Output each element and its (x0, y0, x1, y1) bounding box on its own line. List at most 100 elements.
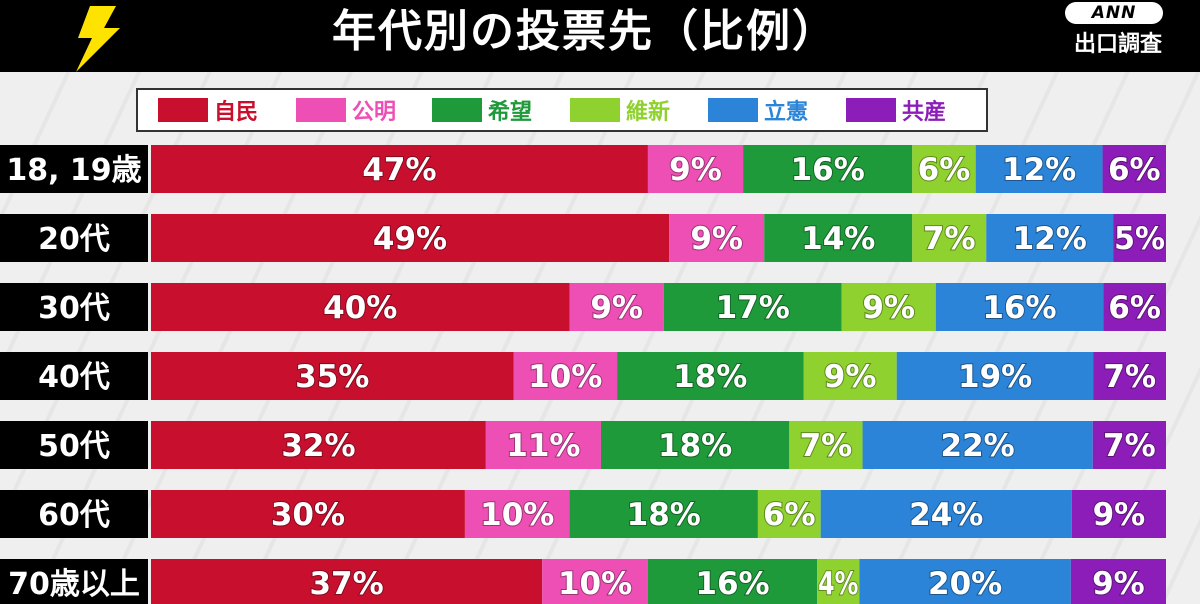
legend-label: 立憲 (764, 100, 809, 125)
data-label: 18% (658, 428, 732, 464)
bar-segment (151, 421, 486, 469)
row-label: 40代 (38, 360, 110, 395)
data-label: 6% (1108, 290, 1161, 326)
row-label-background (0, 214, 148, 262)
bar-segment (151, 559, 543, 604)
bar-segment (647, 559, 818, 604)
bar-segment (151, 490, 465, 538)
bar-segment (485, 421, 601, 469)
data-label: 22% (941, 428, 1015, 464)
title-bar: 年代別の投票先（比例） ANN 出口調査 (0, 0, 1200, 72)
data-label: 9% (590, 290, 643, 326)
legend-swatch (158, 98, 208, 122)
bar-segment (600, 421, 790, 469)
bar-segment (669, 214, 765, 262)
legend-swatch (570, 98, 620, 122)
bar-segment (617, 352, 804, 400)
data-label: 7% (923, 221, 976, 257)
bar-segment (569, 490, 758, 538)
data-label: 9% (669, 152, 722, 188)
bar-segment (1070, 559, 1166, 604)
row-label-background (0, 283, 148, 331)
bar-segment (986, 214, 1114, 262)
bar-segment (1103, 283, 1166, 331)
row-label: 30代 (38, 291, 110, 326)
data-label: 32% (281, 428, 355, 464)
data-label: 9% (1093, 497, 1146, 533)
legend-swatch (296, 98, 346, 122)
data-label: 18% (673, 359, 747, 395)
bar-segment (151, 352, 514, 400)
data-label: 10% (528, 359, 602, 395)
data-label: 9% (1092, 566, 1145, 602)
bar-segment (862, 421, 1093, 469)
bar-segment (464, 490, 570, 538)
chart-title: 年代別の投票先（比例） (332, 6, 838, 57)
bar-segment (542, 559, 648, 604)
data-label: 10% (558, 566, 632, 602)
data-label: 18% (627, 497, 701, 533)
data-label: 17% (716, 290, 790, 326)
bar-segment (841, 283, 936, 331)
row-label: 18, 19歳 (6, 153, 141, 188)
row-label-background (0, 559, 148, 604)
data-label: 6% (763, 497, 816, 533)
data-label: 6% (1108, 152, 1161, 188)
bar-segment (820, 490, 1072, 538)
legend-label: 共産 (902, 100, 947, 125)
bar-segment (1092, 421, 1166, 469)
legend-item-共産: 共産 (846, 90, 946, 130)
bar-segment (817, 559, 860, 604)
bar-segment (757, 490, 821, 538)
bar-segment (912, 145, 976, 193)
data-label: 16% (791, 152, 865, 188)
bar-segment (859, 559, 1071, 604)
bar-segment (912, 214, 987, 262)
legend-item-維新: 維新 (570, 90, 670, 130)
bar-segment (1102, 145, 1166, 193)
row-label-background (0, 490, 148, 538)
legend-item-自民: 自民 (158, 90, 258, 130)
data-label: 14% (801, 221, 875, 257)
bar-segment (975, 145, 1103, 193)
row-label: 70歳以上 (8, 567, 140, 602)
bar-segment (764, 214, 913, 262)
legend-item-希望: 希望 (432, 90, 532, 130)
row-label-background (0, 421, 148, 469)
bar-segment (789, 421, 863, 469)
data-label: 37% (309, 566, 383, 602)
lightning-bolt-icon (76, 6, 120, 72)
data-label: 7% (800, 428, 853, 464)
data-label: 7% (1103, 359, 1156, 395)
bar-segment (513, 352, 618, 400)
row-label: 20代 (38, 222, 110, 257)
data-label: 7% (1103, 428, 1156, 464)
data-label: 40% (323, 290, 397, 326)
row-label-background (0, 145, 148, 193)
bar-segment (647, 145, 744, 193)
data-label: 49% (373, 221, 447, 257)
chart-legend: 自民 公明 希望 維新 立憲 共産 (136, 88, 988, 132)
bar-segment (663, 283, 842, 331)
data-label: 20% (928, 566, 1002, 602)
row-label: 50代 (38, 429, 110, 464)
bar-segment (151, 145, 648, 193)
bar-segment (1071, 490, 1166, 538)
bar-segment (803, 352, 897, 400)
legend-swatch (846, 98, 896, 122)
bar-segment (743, 145, 913, 193)
bar-segment (1093, 352, 1166, 400)
data-label: 11% (506, 428, 580, 464)
data-label: 4% (818, 566, 858, 602)
row-label-background (0, 352, 148, 400)
bar-segment (569, 283, 664, 331)
legend-swatch (708, 98, 758, 122)
data-label: 47% (362, 152, 436, 188)
data-label: 16% (982, 290, 1056, 326)
data-label: 9% (862, 290, 915, 326)
row-label: 60代 (38, 498, 110, 533)
data-label: 12% (1013, 221, 1087, 257)
legend-label: 維新 (626, 100, 671, 125)
legend-label: 公明 (352, 100, 397, 125)
